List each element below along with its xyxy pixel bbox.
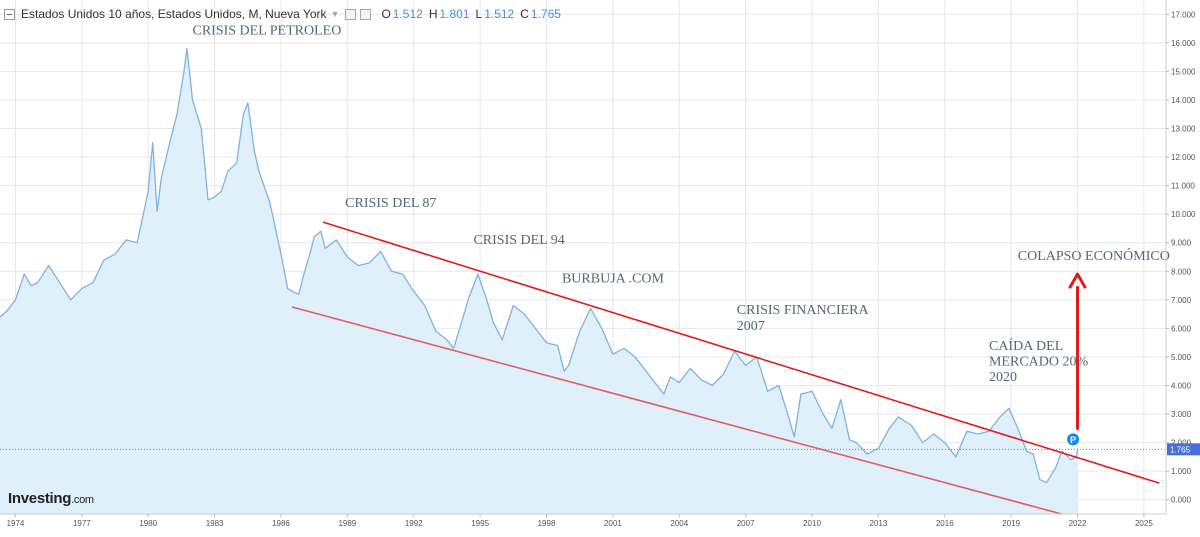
annotation-label: MERCADO 20% [989,355,1089,370]
collapse-arrow-head [1068,272,1087,289]
x-tick-label: 2016 [936,519,954,528]
series-line [0,47,1079,484]
ohlc-open-label: O [381,7,391,21]
x-tick-label: 1986 [272,519,290,528]
y-tick-label: 4.000 [1171,382,1192,391]
ohlc-low-label: L [475,7,483,21]
investing-logo: Investing.com [8,490,94,507]
trendline [291,306,1078,520]
y-tick-label: 2.000 [1171,439,1192,448]
y-tick-label: 5.000 [1171,353,1192,362]
y-tick-label: 10.000 [1171,210,1196,219]
y-tick-label: 12.000 [1171,153,1196,162]
y-tick-label: 0.000 [1171,496,1192,505]
logo-suffix: .com [71,494,94,506]
ohlc-high-label: H [428,7,438,21]
x-tick-label: 1980 [139,519,157,528]
x-tick-label: 1998 [538,519,556,528]
y-tick-label: 6.000 [1171,324,1192,333]
y-tick-label: 7.000 [1171,296,1192,305]
x-tick-label: 1992 [405,519,423,528]
x-tick-label: 2013 [869,519,887,528]
y-tick-label: 13.000 [1171,125,1196,134]
x-tick-label: 1995 [471,519,489,528]
marker-label: P [1070,435,1076,445]
y-tick-label: 8.000 [1171,267,1192,276]
ohlc-high-value: 1.801 [439,7,470,21]
x-tick-label: 1974 [7,519,25,528]
trendline [322,221,1160,484]
y-tick-label: 9.000 [1171,239,1192,248]
x-tick-label: 1977 [73,519,91,528]
x-tick-label: 2004 [670,519,688,528]
dropdown-caret-icon[interactable]: ▼ [330,9,340,19]
y-tick-label: 14.000 [1171,96,1196,105]
x-tick-label: 1989 [338,519,356,528]
y-tick-label: 15.000 [1171,67,1196,76]
annotation-label: CRISIS DEL 87 [345,196,436,211]
x-tick-label: 2025 [1135,519,1153,528]
x-tick-label: 2022 [1069,519,1087,528]
annotation-label: 2020 [989,370,1017,385]
x-tick-label: 2010 [803,519,821,528]
annotation-label: COLAPSO ECONÓMICO [1018,247,1170,264]
ohlc-close-value: 1.765 [530,7,561,21]
annotation-label: CAÍDA DEL [989,337,1063,354]
x-axis-band [0,514,1200,532]
y-tick-label: 17.000 [1171,10,1196,19]
y-tick-label: 16.000 [1171,39,1196,48]
price-box-label: 1.765 [1170,445,1191,454]
annotation-label: 2007 [737,319,765,334]
price-box [1167,443,1200,456]
settings-icon[interactable] [345,8,357,20]
annotation-label: CRISIS FINANCIERA [737,303,870,318]
y-tick-label: 1.000 [1171,467,1192,476]
instrument-title: Estados Unidos 10 años, Estados Unidos, … [21,7,327,21]
x-tick-label: 2007 [737,519,755,528]
collapse-icon[interactable] [4,8,15,20]
y-tick-label: 3.000 [1171,410,1192,419]
ohlc-low-value: 1.512 [484,7,515,21]
x-tick-label: 2019 [1002,519,1020,528]
x-tick-label: 1983 [206,519,224,528]
ohlc-close-label: C [520,7,529,21]
close-icon[interactable] [360,8,372,20]
annotation-label: BURBUJA .COM [562,272,664,287]
logo-brand: Investing [8,490,72,507]
y-tick-label: 11.000 [1171,182,1195,191]
annotation-label: CRISIS DEL 94 [473,233,564,248]
x-tick-label: 2001 [604,519,622,528]
chart-header: Estados Unidos 10 años, Estados Unidos, … [4,6,561,22]
marker-circle [1067,433,1080,446]
annotation-label: CRISIS DEL PETROLEO [192,23,341,38]
ohlc-open-value: 1.512 [392,7,423,21]
series-area [0,48,1078,514]
